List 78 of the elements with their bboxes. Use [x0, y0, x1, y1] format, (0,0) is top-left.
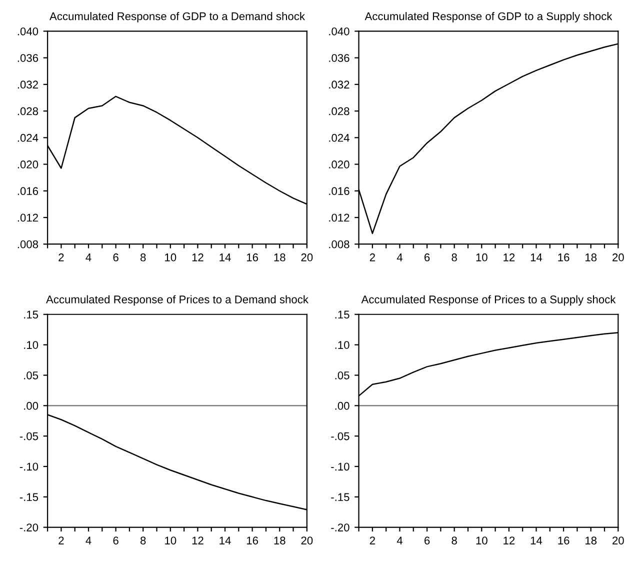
x-tick-label: 14 [220, 536, 231, 544]
y-tick-label: .020 [329, 160, 350, 168]
x-tick-label: 12 [504, 536, 515, 544]
x-tick-label: 18 [586, 253, 597, 262]
y-tick-label: -.20 [331, 524, 350, 532]
y-tick-label: -.20 [20, 524, 38, 532]
x-tick-label: 4 [86, 254, 92, 262]
y-tick-label: .012 [18, 214, 38, 222]
x-tick-label: 2 [58, 253, 64, 262]
y-tick-label: -.10 [331, 462, 350, 471]
x-tick-label: 16 [246, 253, 258, 262]
x-tick-label: 6 [424, 253, 430, 262]
chart-title: Accumulated Response of Prices to a Supply shock [361, 295, 616, 306]
x-tick-label: 2 [58, 536, 64, 544]
y-tick-label: .05 [335, 371, 350, 380]
x-tick-label: 20 [301, 536, 313, 544]
y-tick-label: .024 [18, 134, 38, 142]
y-tick-label: .10 [335, 341, 350, 349]
y-tick-label: .036 [329, 54, 350, 62]
x-tick-label: 6 [113, 536, 118, 544]
y-tick-label: .15 [335, 310, 350, 319]
y-tick-label: .040 [18, 27, 38, 36]
x-tick-label: 12 [192, 253, 204, 262]
x-tick-label: 20 [612, 536, 624, 544]
y-tick-label: .020 [18, 160, 38, 168]
y-tick-label: .15 [24, 310, 38, 319]
y-tick-label: .05 [24, 371, 38, 380]
x-tick-label: 8 [140, 536, 146, 544]
chart-title: Accumulated Response of GDP to a Demand shock [50, 12, 305, 22]
chart-title: Accumulated Response of Prices to a Demand shock [46, 295, 308, 306]
x-tick-label: 16 [558, 253, 570, 262]
y-tick-label: .032 [18, 80, 38, 89]
x-tick-label: 2 [370, 253, 375, 262]
y-tick-label: .00 [24, 402, 38, 410]
y-tick-label: .10 [24, 341, 38, 349]
x-tick-label: 4 [86, 536, 92, 544]
x-tick-label: 14 [530, 536, 542, 544]
y-tick-label: -.05 [20, 432, 38, 440]
x-tick-label: 10 [476, 536, 488, 544]
x-tick-label: 8 [452, 536, 457, 544]
y-tick-label: -.15 [20, 493, 38, 502]
y-tick-label: -.10 [20, 462, 38, 471]
y-tick-label: .016 [18, 187, 38, 196]
x-tick-label: 8 [140, 253, 146, 262]
y-tick-label: .008 [329, 240, 350, 248]
y-tick-label: .040 [329, 27, 350, 36]
y-tick-label: .016 [329, 187, 350, 196]
y-tick-label: .028 [18, 107, 38, 116]
y-tick-label: .012 [329, 214, 350, 222]
x-tick-label: 18 [274, 253, 286, 262]
y-tick-label: .032 [329, 80, 350, 89]
y-tick-label: -.15 [331, 493, 350, 502]
x-tick-label: 18 [274, 536, 286, 544]
x-tick-label: 16 [558, 536, 570, 544]
x-tick-label: 10 [165, 253, 176, 262]
x-tick-label: 18 [586, 536, 597, 544]
y-tick-label: .036 [18, 54, 38, 62]
x-tick-label: 14 [530, 254, 542, 262]
y-tick-label: .00 [335, 402, 350, 410]
x-tick-label: 6 [113, 253, 118, 262]
x-tick-label: 20 [301, 253, 313, 262]
x-tick-label: 12 [192, 536, 204, 544]
x-tick-label: 10 [476, 253, 488, 262]
x-tick-label: 6 [424, 536, 430, 544]
y-tick-label: -.05 [331, 432, 350, 440]
x-tick-label: 16 [246, 536, 258, 544]
x-tick-label: 4 [396, 536, 403, 544]
y-tick-label: .028 [329, 107, 350, 116]
x-tick-label: 14 [220, 254, 231, 262]
chart-title: Accumulated Response of GDP to a Supply shock [364, 12, 612, 22]
x-tick-label: 10 [165, 536, 176, 544]
x-tick-label: 8 [452, 253, 457, 262]
y-tick-label: .024 [329, 134, 350, 142]
x-tick-label: 20 [612, 253, 624, 262]
y-tick-label: .008 [18, 240, 38, 248]
x-tick-label: 4 [396, 254, 403, 262]
x-tick-label: 12 [504, 253, 515, 262]
x-tick-label: 2 [370, 536, 375, 544]
